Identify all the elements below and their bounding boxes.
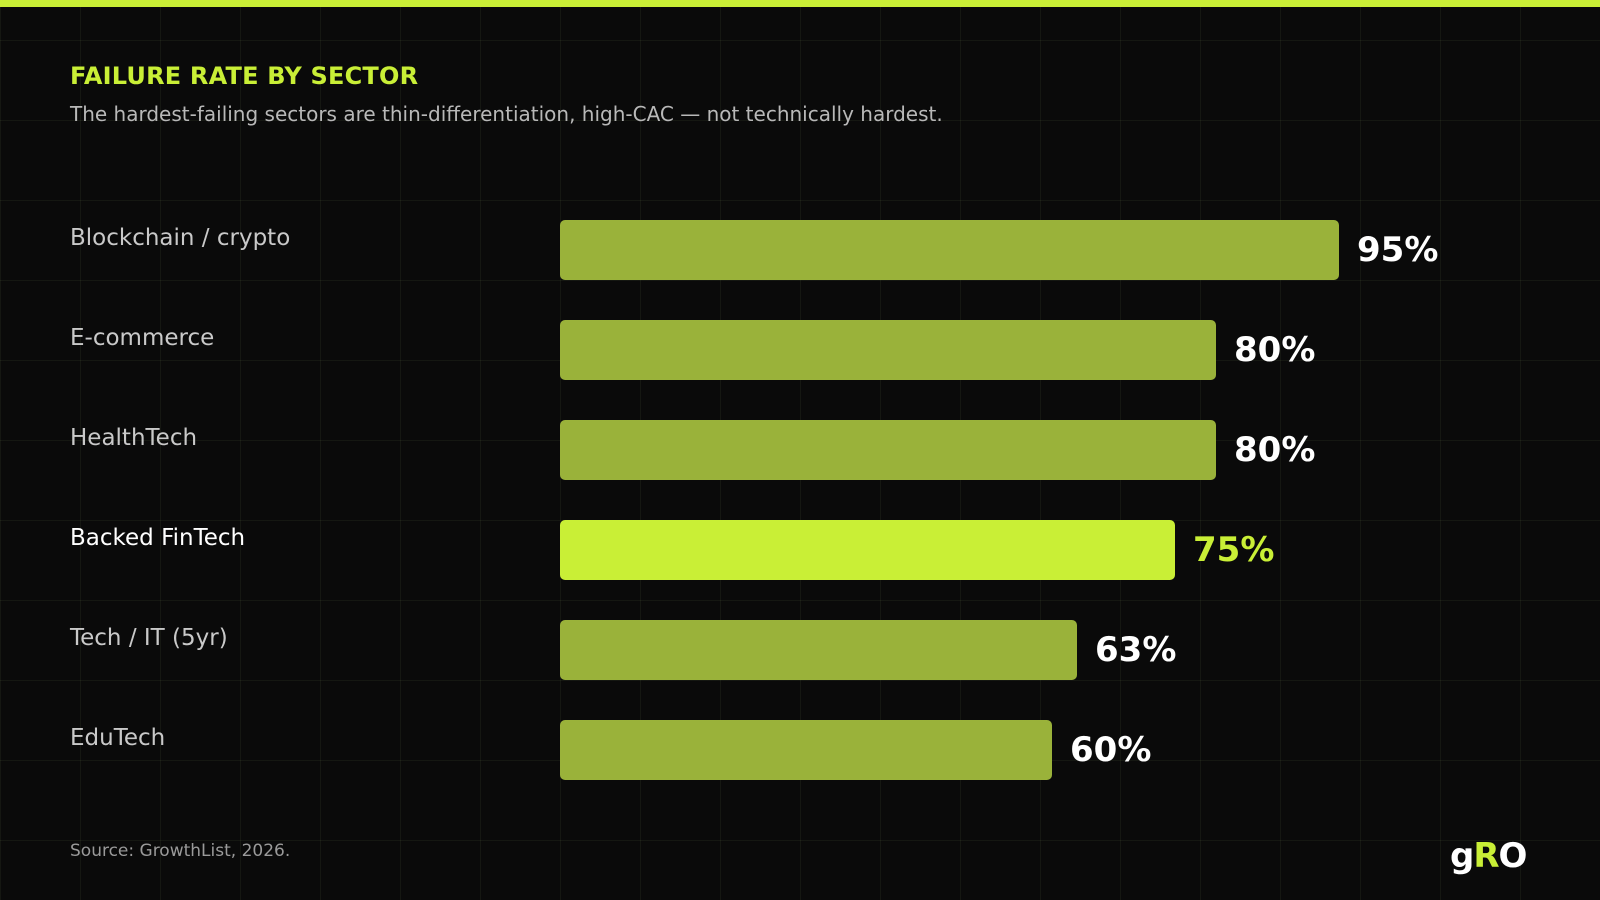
bar — [560, 520, 1175, 580]
source-note: Source: GrowthList, 2026. — [70, 841, 291, 861]
logo-letter-g: g — [1450, 836, 1474, 876]
category-label: EduTech — [70, 725, 166, 751]
bar — [560, 420, 1216, 480]
bar — [560, 220, 1339, 280]
value-label: 60% — [1070, 730, 1152, 770]
category-label: HealthTech — [70, 425, 198, 451]
value-label: 95% — [1357, 230, 1439, 270]
brand-logo: gRO — [1450, 836, 1528, 876]
category-label: Blockchain / crypto — [70, 225, 291, 251]
value-label: 80% — [1234, 330, 1316, 370]
category-label: E-commerce — [70, 325, 215, 351]
value-label: 80% — [1234, 430, 1316, 470]
category-label: Tech / IT (5yr) — [70, 625, 228, 651]
bar — [560, 720, 1052, 780]
logo-letter-r: R — [1473, 836, 1499, 876]
logo-letter-o: O — [1498, 836, 1528, 876]
chart-title: FAILURE RATE BY SECTOR — [70, 62, 419, 90]
bar — [560, 620, 1077, 680]
chart-subtitle: The hardest-failing sectors are thin-dif… — [70, 102, 943, 126]
value-label: 63% — [1095, 630, 1177, 670]
top-accent-bar — [0, 0, 1600, 7]
value-label: 75% — [1193, 530, 1275, 570]
bar — [560, 320, 1216, 380]
category-label: Backed FinTech — [70, 525, 246, 551]
